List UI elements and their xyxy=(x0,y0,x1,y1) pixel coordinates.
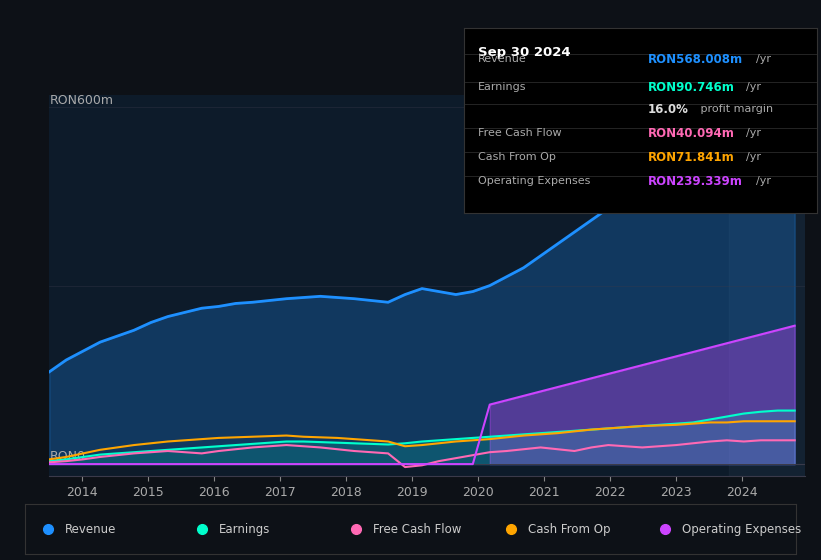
Text: RON90.746m: RON90.746m xyxy=(648,81,734,94)
Text: Revenue: Revenue xyxy=(65,522,116,536)
Text: Sep 30 2024: Sep 30 2024 xyxy=(478,46,571,59)
Text: Earnings: Earnings xyxy=(219,522,270,536)
Text: RON239.339m: RON239.339m xyxy=(648,175,742,188)
Text: Operating Expenses: Operating Expenses xyxy=(682,522,801,536)
Text: /yr: /yr xyxy=(756,176,771,186)
Text: /yr: /yr xyxy=(746,82,761,92)
Text: 16.0%: 16.0% xyxy=(648,103,688,116)
Text: RON71.841m: RON71.841m xyxy=(648,151,734,164)
Text: Earnings: Earnings xyxy=(478,82,526,92)
Text: Free Cash Flow: Free Cash Flow xyxy=(374,522,462,536)
Text: /yr: /yr xyxy=(756,54,771,64)
Text: /yr: /yr xyxy=(746,128,761,138)
Text: /yr: /yr xyxy=(746,152,761,162)
Text: Revenue: Revenue xyxy=(478,54,527,64)
Text: RON40.094m: RON40.094m xyxy=(648,127,734,140)
Text: profit margin: profit margin xyxy=(697,104,773,114)
Text: RON600m: RON600m xyxy=(50,94,114,107)
Text: Cash From Op: Cash From Op xyxy=(528,522,610,536)
Text: Operating Expenses: Operating Expenses xyxy=(478,176,590,186)
Text: RON568.008m: RON568.008m xyxy=(648,53,742,66)
Bar xyxy=(729,95,805,476)
Text: Free Cash Flow: Free Cash Flow xyxy=(478,128,562,138)
Text: RON0: RON0 xyxy=(50,450,86,463)
Text: Cash From Op: Cash From Op xyxy=(478,152,556,162)
